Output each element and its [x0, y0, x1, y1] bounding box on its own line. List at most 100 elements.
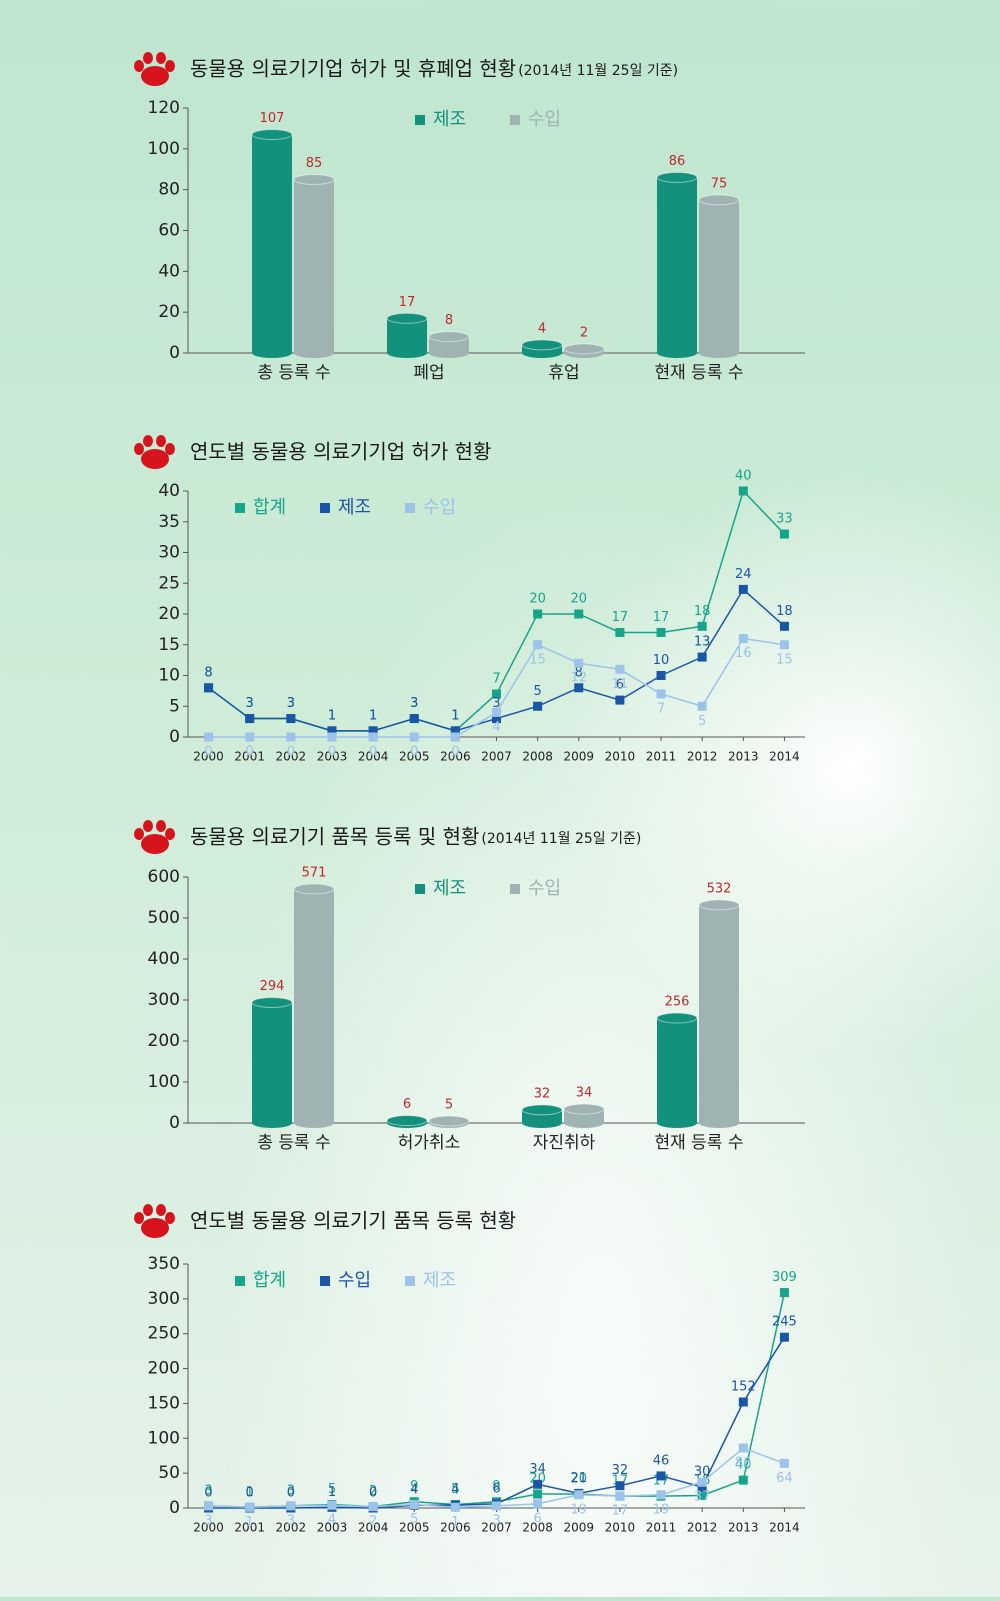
y-tick-label: 350 — [148, 1254, 180, 1274]
x-tick-label: 2010 — [605, 750, 636, 764]
paw-icon — [141, 66, 169, 86]
x-tick-label: 2007 — [481, 1521, 512, 1535]
value-label: 8 — [445, 313, 453, 328]
point — [492, 707, 501, 717]
point — [286, 1501, 296, 1511]
value-label: 24 — [735, 567, 752, 582]
point — [615, 1491, 625, 1501]
bar-cap — [563, 1103, 605, 1115]
bar — [294, 179, 334, 353]
point — [738, 584, 748, 594]
point — [409, 714, 419, 724]
value-label: 0 — [369, 1486, 377, 1501]
value-label: 85 — [306, 156, 323, 171]
page: 동물용 의료기기업 허가 및 휴폐업 현황 (2014년 11월 25일 기준) 0… — [0, 0, 982, 1597]
point — [615, 695, 625, 705]
y-tick-label: 0 — [169, 727, 180, 747]
y-tick-label: 120 — [148, 98, 180, 118]
x-tick-label: 2014 — [769, 1521, 800, 1535]
value-label: 40 — [735, 1458, 752, 1473]
y-tick-label: 0 — [169, 1498, 180, 1518]
point — [204, 732, 214, 742]
value-label: 0 — [246, 1486, 254, 1501]
value-label: 1 — [246, 1485, 254, 1500]
bar-cap — [563, 343, 605, 355]
value-label: 16 — [735, 646, 752, 661]
x-tick-label: 현재 등록 수 — [654, 1133, 743, 1153]
paw-icon — [143, 52, 153, 64]
y-tick-label: 20 — [158, 604, 180, 624]
y-tick-label: 80 — [158, 180, 180, 200]
point — [533, 1489, 543, 1499]
value-label: 7 — [492, 671, 500, 686]
value-label: 571 — [302, 865, 327, 880]
value-label: 18 — [694, 604, 711, 619]
value-label: 8 — [575, 665, 583, 680]
x-tick-label: 2009 — [563, 750, 594, 764]
value-label: 3 — [287, 696, 295, 711]
value-label: 8 — [204, 665, 212, 680]
y-tick-label: 150 — [148, 1393, 180, 1413]
value-label: 8 — [204, 665, 212, 680]
paw-icon — [134, 1212, 144, 1224]
value-label: 0 — [204, 745, 212, 760]
point — [656, 1490, 666, 1500]
x-tick-label: 폐업 — [413, 363, 444, 383]
value-label: 3 — [204, 1483, 212, 1498]
x-tick-label: 허가취소 — [398, 1133, 461, 1153]
value-label: 21 — [570, 1471, 587, 1486]
point — [574, 683, 584, 693]
y-tick-label: 60 — [158, 221, 180, 241]
y-tick-label: 200 — [148, 1031, 180, 1051]
value-label: 12 — [570, 671, 587, 686]
legend-swatch — [510, 115, 520, 125]
y-tick-label: 20 — [158, 302, 180, 322]
bar-base — [522, 348, 562, 358]
value-label: 1 — [369, 708, 377, 723]
value-label: 37 — [694, 1490, 711, 1505]
bar-cap — [251, 996, 293, 1008]
bar-base — [699, 348, 739, 358]
point — [697, 701, 707, 711]
legend-swatch — [320, 1276, 330, 1286]
chart-subtitle: (2014년 11월 25일 기준) — [518, 63, 678, 79]
point — [615, 627, 625, 637]
y-tick-label: 0 — [169, 343, 180, 363]
x-tick-label: 2001 — [234, 750, 265, 764]
value-label: 2 — [369, 1514, 377, 1529]
x-tick-label: 2012 — [687, 1521, 718, 1535]
y-tick-label: 300 — [148, 1289, 180, 1309]
paw-icon — [156, 435, 166, 447]
value-label: 6 — [533, 1511, 541, 1526]
point — [656, 1471, 666, 1481]
point — [286, 714, 296, 724]
point — [286, 732, 296, 742]
bar-cap — [386, 312, 428, 324]
value-label: 0 — [287, 745, 295, 760]
point — [533, 609, 543, 619]
value-label: 20 — [529, 592, 546, 607]
legend-label: 수입 — [528, 878, 561, 899]
point — [204, 683, 214, 693]
legend-label: 제조 — [433, 109, 466, 130]
value-label: 3 — [492, 696, 500, 711]
value-label: 20 — [570, 1472, 587, 1487]
point — [697, 1477, 707, 1487]
x-tick-label: 2000 — [193, 750, 224, 764]
value-label: 4 — [328, 1513, 336, 1528]
x-tick-label: 2010 — [605, 1521, 636, 1535]
value-label: 2 — [369, 1484, 377, 1499]
y-tick-label: 200 — [148, 1359, 180, 1379]
value-label: 3 — [246, 696, 254, 711]
point — [492, 714, 501, 724]
point — [697, 1490, 707, 1500]
point — [533, 701, 543, 711]
value-label: 40 — [735, 469, 752, 484]
x-tick-label: 2009 — [563, 1521, 594, 1535]
value-label: 19 — [570, 1502, 587, 1517]
y-tick-label: 30 — [158, 543, 180, 563]
point — [779, 529, 789, 539]
bar-base — [294, 1118, 334, 1128]
y-tick-label: 40 — [158, 481, 180, 501]
value-label: 33 — [776, 512, 793, 527]
